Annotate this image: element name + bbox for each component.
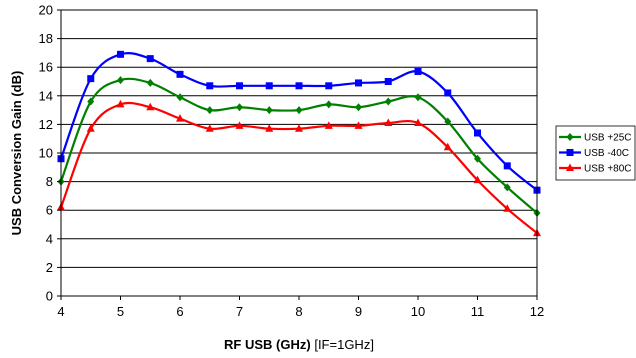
y-tick-label-4: 4	[46, 231, 53, 246]
data-point-usb-25c-8	[295, 106, 303, 115]
x-tick-label-11: 11	[471, 304, 485, 319]
data-point-usb-40c-12	[414, 67, 422, 75]
y-axis-title: USB Conversion Gain (dB)	[9, 71, 24, 236]
data-point-usb-40c-5	[206, 82, 214, 90]
x-tick-label-4: 4	[57, 304, 64, 319]
data-point-usb-80c-9	[324, 121, 333, 129]
data-point-usb-80c-13	[443, 142, 452, 151]
x-tick-label-12: 12	[530, 304, 544, 319]
data-point-usb-40c-8	[295, 82, 303, 90]
data-point-usb-80c-15	[503, 204, 512, 212]
legend-label-usb-40c: USB -40C	[584, 148, 629, 159]
data-point-usb-40c-11	[384, 78, 392, 85]
data-point-usb-80c-8	[295, 124, 303, 132]
data-point-usb-25c-11	[384, 97, 392, 106]
data-point-usb-80c-14	[473, 175, 482, 184]
data-point-usb-25c-7	[265, 106, 273, 115]
legend-swatch-marker-usb-80c	[566, 163, 574, 171]
x-tick-label-6: 6	[176, 304, 183, 319]
data-point-usb-40c-9	[325, 82, 333, 90]
data-point-usb-40c-15	[503, 162, 511, 170]
data-point-usb-25c-6	[236, 103, 243, 112]
data-point-usb-25c-4	[176, 93, 184, 102]
y-tick-labels: 0 2 4 6 8 10 12 14 16 18 20	[39, 3, 61, 304]
y-tick-label-14: 14	[39, 88, 53, 103]
y-tick-label-2: 2	[46, 260, 53, 275]
data-point-usb-80c-12	[414, 118, 422, 126]
data-point-usb-40c-10	[355, 79, 362, 87]
y-tick-label-0: 0	[46, 289, 53, 304]
data-point-usb-40c-2	[117, 50, 124, 58]
series-usb-80c	[57, 99, 541, 237]
data-point-usb-80c-5	[205, 124, 214, 132]
data-point-usb-25c-9	[325, 100, 333, 109]
data-point-usb-40c-7	[265, 82, 273, 90]
data-point-usb-25c-3	[146, 78, 154, 87]
y-tick-label-16: 16	[39, 60, 53, 75]
data-point-usb-25c-5	[206, 106, 214, 115]
data-point-usb-40c-6	[236, 82, 243, 90]
series-group	[57, 50, 541, 237]
x-tick-label-8: 8	[295, 304, 302, 319]
x-tick-label-7: 7	[236, 304, 243, 319]
y-tick-label-8: 8	[46, 174, 53, 189]
data-point-usb-25c-12	[414, 93, 422, 102]
legend-swatch-marker-usb-40c	[566, 149, 574, 156]
data-point-usb-25c-14	[474, 154, 481, 163]
data-point-usb-40c-13	[444, 89, 452, 97]
y-tick-label-18: 18	[39, 31, 53, 46]
data-point-usb-40c-14	[474, 129, 481, 137]
x-axis-title: RF USB (GHz) [IF=1GHz]	[224, 337, 374, 352]
data-point-usb-40c-4	[176, 70, 184, 78]
data-point-usb-80c-11	[384, 118, 393, 126]
legend-item-usb-25c: USB +25C	[559, 133, 632, 144]
y-tick-label-12: 12	[39, 117, 53, 132]
data-point-usb-80c-3	[146, 102, 155, 111]
data-point-usb-25c-13	[444, 117, 452, 126]
data-point-usb-25c-1	[87, 97, 95, 106]
data-point-usb-40c-1	[87, 75, 95, 83]
data-point-usb-80c-10	[354, 121, 363, 129]
legend-label-usb-80c: USB +80C	[584, 164, 632, 175]
data-point-usb-80c-1	[86, 124, 95, 132]
data-point-usb-25c-15	[503, 183, 511, 192]
x-tick-labels: 4 5 6 7 8 9 10 11 12	[57, 296, 544, 319]
x-tick-label-5: 5	[117, 304, 124, 319]
y-tick-label-20: 20	[39, 3, 53, 18]
x-tick-label-9: 9	[355, 304, 362, 319]
data-point-usb-80c-7	[265, 124, 274, 132]
legend-items: USB +25C USB -40C USB +80C	[559, 133, 632, 175]
data-point-usb-80c-6	[235, 121, 244, 129]
y-tick-label-10: 10	[39, 146, 53, 161]
data-point-usb-80c-2	[116, 99, 125, 108]
legend-swatch-marker-usb-25c	[566, 133, 574, 141]
y-tick-label-6: 6	[46, 203, 53, 218]
data-point-usb-40c-3	[146, 55, 154, 63]
legend: USB +25C USB -40C USB +80C	[555, 125, 636, 181]
legend-label-usb-25c: USB +25C	[584, 133, 632, 144]
x-tick-label-10: 10	[411, 304, 425, 319]
data-point-usb-25c-2	[117, 76, 124, 85]
data-point-usb-25c-10	[355, 103, 362, 112]
legend-item-usb-40c: USB -40C	[559, 148, 629, 159]
data-point-usb-80c-4	[176, 114, 184, 122]
x-axis-title-main: RF USB (GHz)	[224, 337, 311, 352]
legend-item-usb-80c: USB +80C	[559, 163, 632, 175]
x-axis-title-note: [IF=1GHz]	[311, 337, 374, 352]
series-usb-25c	[57, 76, 541, 218]
